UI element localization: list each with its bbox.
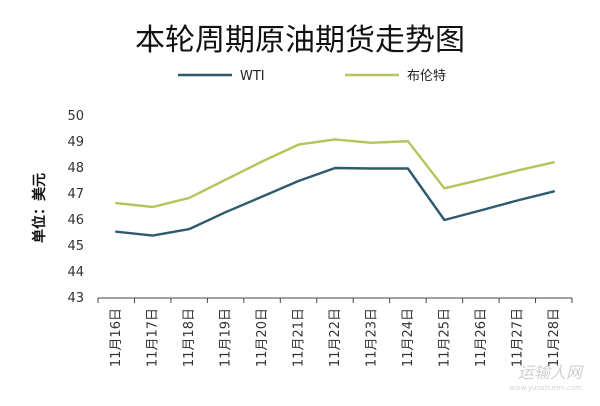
legend: WTI 布伦特 — [178, 69, 446, 84]
x-tick-label: 11月22日 — [328, 308, 343, 367]
series-line-wti — [114, 166, 555, 237]
y-tick-label: 47 — [67, 187, 84, 202]
x-tick-label: 11月28日 — [547, 308, 562, 367]
watermark-url: www.yunshuren.com — [509, 384, 582, 392]
y-tick-label: 45 — [67, 239, 84, 254]
x-tick-label: 11月23日 — [364, 308, 379, 367]
y-tick-label: 46 — [67, 213, 84, 228]
x-tick-label: 11月19日 — [219, 308, 234, 367]
x-tick-label: 11月25日 — [437, 308, 452, 367]
x-tick-label: 11月27日 — [510, 308, 525, 367]
x-tick-label: 11月18日 — [182, 308, 197, 367]
y-tick-label: 50 — [67, 109, 84, 124]
x-tick-label: 11月17日 — [146, 308, 161, 367]
legend-label-brent: 布伦特 — [407, 69, 446, 84]
watermark: 运输人网 www.yunshuren.com — [509, 363, 584, 392]
x-tick-label: 11月21日 — [292, 308, 307, 367]
y-tick-label: 48 — [67, 161, 84, 176]
x-axis: 11月16日 11月17日 11月18日 11月19日 11月20日 11月21日 11月2… — [97, 297, 573, 367]
x-tick-label: 11月24日 — [401, 308, 416, 367]
watermark-text: 运输人网 — [518, 363, 584, 382]
legend-label-wti: WTI — [240, 69, 265, 84]
x-tick-label: 11月20日 — [255, 308, 270, 367]
x-tick-label: 11月26日 — [474, 308, 489, 367]
series-layer — [114, 138, 555, 237]
y-axis: 43 44 45 46 47 48 49 50 — [67, 109, 84, 306]
chart-title: 本轮周期原油期货走势图 — [135, 23, 465, 58]
y-tick-label: 49 — [67, 135, 84, 150]
series-line-brent — [114, 138, 555, 209]
x-tick-label: 11月16日 — [109, 308, 124, 367]
y-axis-label: 单位：美元 — [31, 173, 48, 243]
y-tick-label: 43 — [67, 291, 84, 306]
y-tick-label: 44 — [67, 265, 84, 280]
